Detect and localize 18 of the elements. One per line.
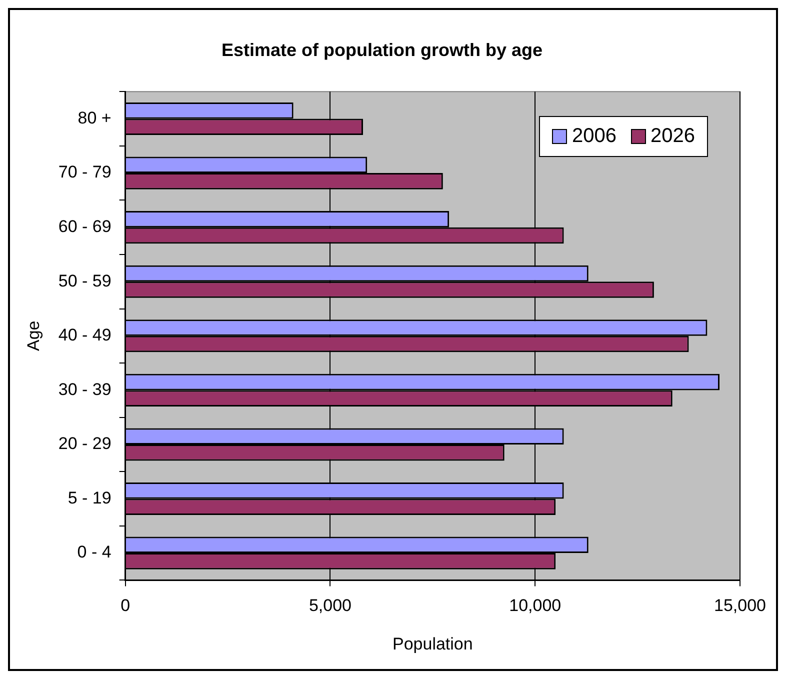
y-tick-label: 50 - 59	[58, 271, 112, 290]
y-tick-label: 80 +	[78, 108, 112, 128]
y-axis-title: Age	[24, 320, 43, 352]
x-tick-label: 0	[120, 596, 130, 616]
x-tick-label: 15,000	[714, 596, 766, 616]
y-tick-label: 70 - 79	[58, 162, 112, 182]
x-tick-label: 10,000	[509, 596, 562, 616]
y-tick-label: 30 - 39	[58, 380, 112, 399]
legend-label: 2026	[650, 124, 696, 148]
y-tick-label: 60 - 69	[58, 217, 112, 236]
chart-title: Estimate of population growth by age	[221, 40, 543, 60]
y-tick-label: 5 - 19	[68, 488, 112, 508]
y-tick-label: 0 - 4	[77, 542, 112, 562]
legend-label: 2006	[572, 124, 617, 148]
x-tick-label: 5,000	[308, 596, 352, 616]
x-axis-title: Population	[392, 634, 473, 654]
y-tick-label: 20 - 29	[58, 434, 112, 454]
y-tick-label: 40 - 49	[58, 326, 112, 345]
